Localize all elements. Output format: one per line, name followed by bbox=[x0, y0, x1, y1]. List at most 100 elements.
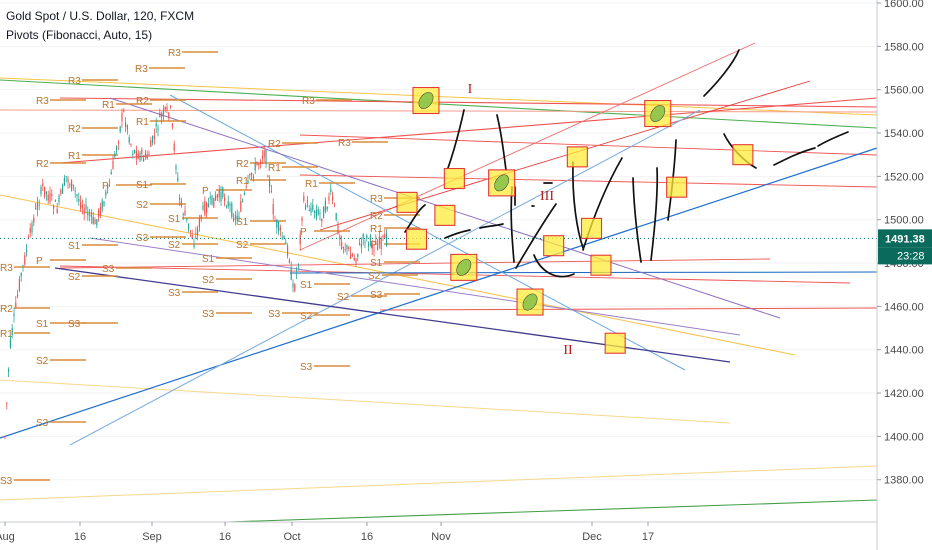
candle-body bbox=[364, 242, 366, 244]
projection-zone bbox=[396, 191, 418, 213]
candle-body bbox=[350, 253, 352, 259]
pivot-label-s2: S2 bbox=[36, 356, 49, 367]
drawing-stroke bbox=[773, 147, 816, 166]
candle-body bbox=[117, 142, 119, 144]
candle-body bbox=[110, 171, 112, 175]
candle-body bbox=[245, 185, 247, 187]
candle-body bbox=[105, 192, 107, 196]
candle-body bbox=[353, 257, 355, 260]
candle-body bbox=[373, 250, 375, 252]
candle-body bbox=[382, 235, 384, 238]
price-tick-label: 1400.00 bbox=[884, 431, 924, 443]
candle-body bbox=[384, 233, 386, 239]
pivot-label-r3: R3 bbox=[0, 263, 13, 274]
candle-body bbox=[26, 249, 28, 253]
price-tick-label: 1540.00 bbox=[884, 128, 924, 140]
candle-body bbox=[90, 212, 92, 217]
pivot-label-p: P bbox=[370, 240, 377, 251]
candle-body bbox=[357, 253, 359, 257]
candle-body bbox=[351, 254, 353, 257]
pivot-label-r3: R3 bbox=[168, 48, 181, 59]
candle-body bbox=[35, 208, 37, 210]
candle-body bbox=[103, 201, 105, 206]
candle-body bbox=[128, 137, 130, 143]
price-tick-label: 1520.00 bbox=[884, 171, 924, 183]
candle-body bbox=[337, 223, 339, 234]
candle-body bbox=[296, 272, 298, 274]
drawing-stroke bbox=[572, 161, 584, 249]
candle-body bbox=[137, 153, 139, 159]
drawing-stroke bbox=[510, 186, 515, 263]
candle-body bbox=[98, 209, 100, 217]
candle-body bbox=[220, 192, 222, 202]
candle-body bbox=[242, 201, 244, 203]
pivot-label-s1: S1 bbox=[68, 241, 81, 252]
candle-body bbox=[229, 203, 231, 206]
trendline bbox=[299, 134, 878, 156]
candle-body bbox=[188, 223, 190, 230]
candle-body bbox=[85, 204, 87, 210]
time-tick-label: 17 bbox=[642, 531, 654, 543]
candle-body bbox=[47, 194, 49, 201]
candle-body bbox=[101, 200, 103, 210]
candle-body bbox=[234, 215, 236, 221]
pivot-label-s3: S3 bbox=[68, 319, 81, 330]
candle-body bbox=[171, 123, 173, 127]
candle-body bbox=[294, 284, 296, 292]
candle-body bbox=[108, 184, 110, 187]
candle-body bbox=[256, 161, 258, 166]
candle-body bbox=[213, 197, 215, 208]
candle-body bbox=[321, 218, 323, 222]
candle-body bbox=[132, 153, 134, 155]
candle-body bbox=[299, 235, 301, 245]
pivot-label-s3: S3 bbox=[268, 309, 281, 320]
candle-body bbox=[328, 196, 330, 201]
candle-body bbox=[125, 122, 127, 127]
candle-body bbox=[261, 156, 263, 159]
candle-body bbox=[180, 200, 182, 207]
candle-body bbox=[211, 195, 213, 205]
candle-body bbox=[42, 183, 44, 186]
candle-body bbox=[285, 242, 287, 244]
candle-body bbox=[193, 245, 195, 248]
candle-body bbox=[312, 204, 314, 211]
pivot-label-s3: S3 bbox=[36, 418, 49, 429]
candle-body bbox=[359, 243, 361, 245]
candle-body bbox=[249, 173, 251, 176]
pivot-label-s1: S1 bbox=[202, 254, 215, 265]
candle-body bbox=[134, 149, 136, 154]
candle-body bbox=[139, 152, 141, 161]
candle-body bbox=[240, 200, 242, 212]
trendline bbox=[299, 42, 756, 251]
pivot-label-r1: R1 bbox=[0, 329, 13, 340]
candle-body bbox=[83, 208, 85, 215]
candle-body bbox=[272, 204, 274, 215]
candle-body bbox=[360, 243, 362, 248]
candle-body bbox=[281, 237, 283, 239]
candle-body bbox=[342, 246, 344, 248]
candle-body bbox=[324, 200, 326, 212]
candle-body bbox=[333, 205, 335, 207]
price-tick-label: 1420.00 bbox=[884, 388, 924, 400]
candle-body bbox=[195, 233, 197, 235]
zone-marker bbox=[522, 293, 538, 311]
candle-body bbox=[233, 218, 235, 221]
candle-body bbox=[87, 211, 89, 216]
candle-body bbox=[177, 177, 179, 181]
indicator-label: Pivots (Fibonacci, Auto, 15) bbox=[6, 28, 153, 42]
price-tick-label: 1460.00 bbox=[884, 301, 924, 313]
candle-body bbox=[276, 219, 278, 228]
candle-body bbox=[63, 177, 65, 186]
time-tick-label: Nov bbox=[431, 531, 451, 543]
trendline bbox=[299, 174, 878, 188]
candle-body bbox=[94, 219, 96, 225]
candle-body bbox=[74, 190, 76, 192]
candle-body bbox=[18, 279, 20, 291]
candle-body bbox=[164, 106, 166, 111]
last-price-badge bbox=[878, 229, 932, 248]
projection-zone bbox=[732, 144, 754, 166]
candle-body bbox=[135, 150, 137, 159]
candle-body bbox=[290, 267, 292, 280]
